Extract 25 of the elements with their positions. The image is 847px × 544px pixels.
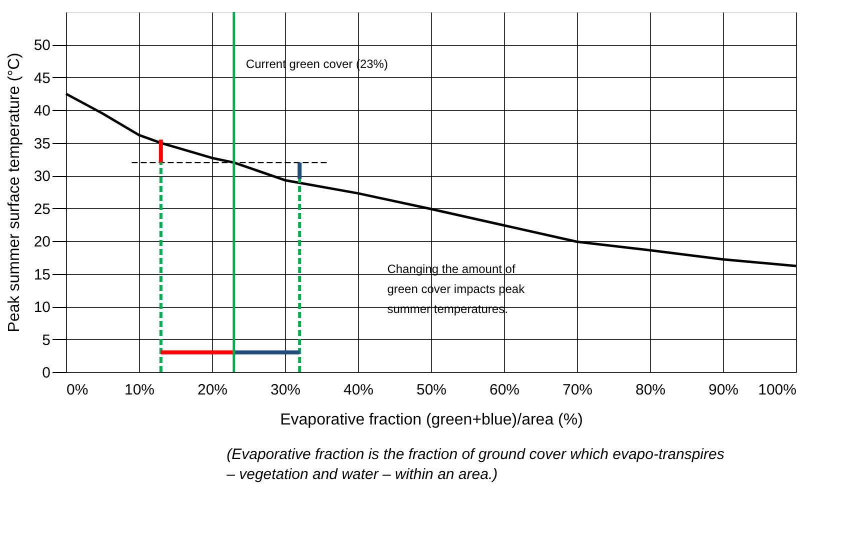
y-tick-label: 5 [42, 332, 50, 349]
y-tick-label: 0 [42, 364, 50, 382]
y-tick-label: 45 [34, 70, 50, 87]
y-tick-label: 30 [34, 168, 50, 186]
y-tick-label: 20 [34, 234, 50, 251]
x-tick-label: 30% [270, 382, 301, 398]
y-tick-label: 10 [34, 299, 50, 316]
x-tick-label: 40% [343, 382, 374, 398]
y-axis-title: Peak summer surface temperature (°C) [6, 52, 23, 332]
x-tick-label: 80% [635, 382, 666, 398]
x-axis-title: Evaporative fraction (green+blue)/area (%) [280, 412, 583, 428]
x-tick-label: 0% [66, 382, 88, 398]
x-tick-label: 50% [416, 382, 447, 398]
x-tick-label: 20% [197, 382, 228, 398]
y-tick-label: 40 [34, 102, 50, 120]
x-tick-label: 70% [562, 382, 593, 398]
x-tick-label: 90% [708, 382, 739, 398]
y-tick-label: 50 [34, 37, 50, 54]
x-tick-label: 10% [124, 382, 155, 398]
y-tick-label: 15 [34, 266, 50, 284]
x-tick-label: 60% [489, 382, 520, 398]
x-tick-label: 100% [758, 382, 796, 398]
text: (Evaporative fraction is the fraction of ground cover which evapo-transpires – vegetation and water – within an area.) [226, 446, 725, 483]
y-tick-label: 25 [34, 200, 50, 218]
y-tick-label: 35 [34, 135, 50, 152]
